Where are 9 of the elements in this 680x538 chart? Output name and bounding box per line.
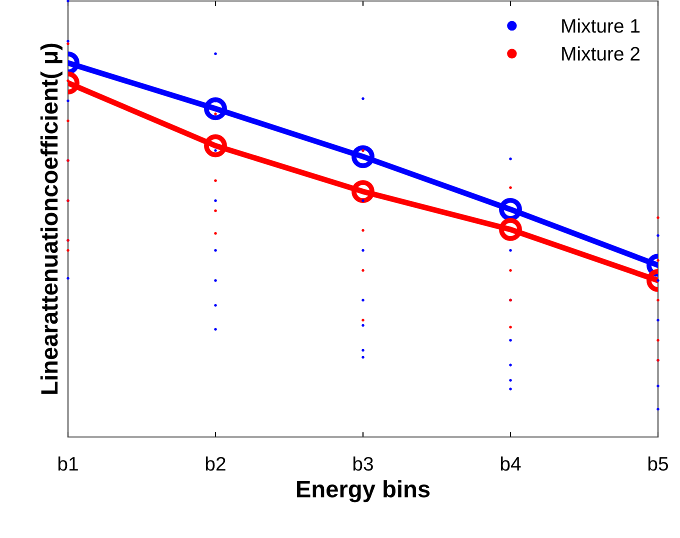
x-tick-label: b3 bbox=[353, 456, 373, 471]
x-axis-title: Energy bins bbox=[297, 480, 430, 502]
legend-label: Mixture 2 bbox=[562, 46, 640, 61]
y-axis-title: Linearattenuationcoefficient( μ) bbox=[40, 44, 62, 394]
x-tick-label: b2 bbox=[206, 456, 226, 471]
x-tick-label: b1 bbox=[58, 456, 78, 471]
x-tick-label: b5 bbox=[648, 456, 668, 471]
x-tick-label: b4 bbox=[500, 456, 521, 471]
legend-label: Mixture 1 bbox=[562, 18, 640, 33]
